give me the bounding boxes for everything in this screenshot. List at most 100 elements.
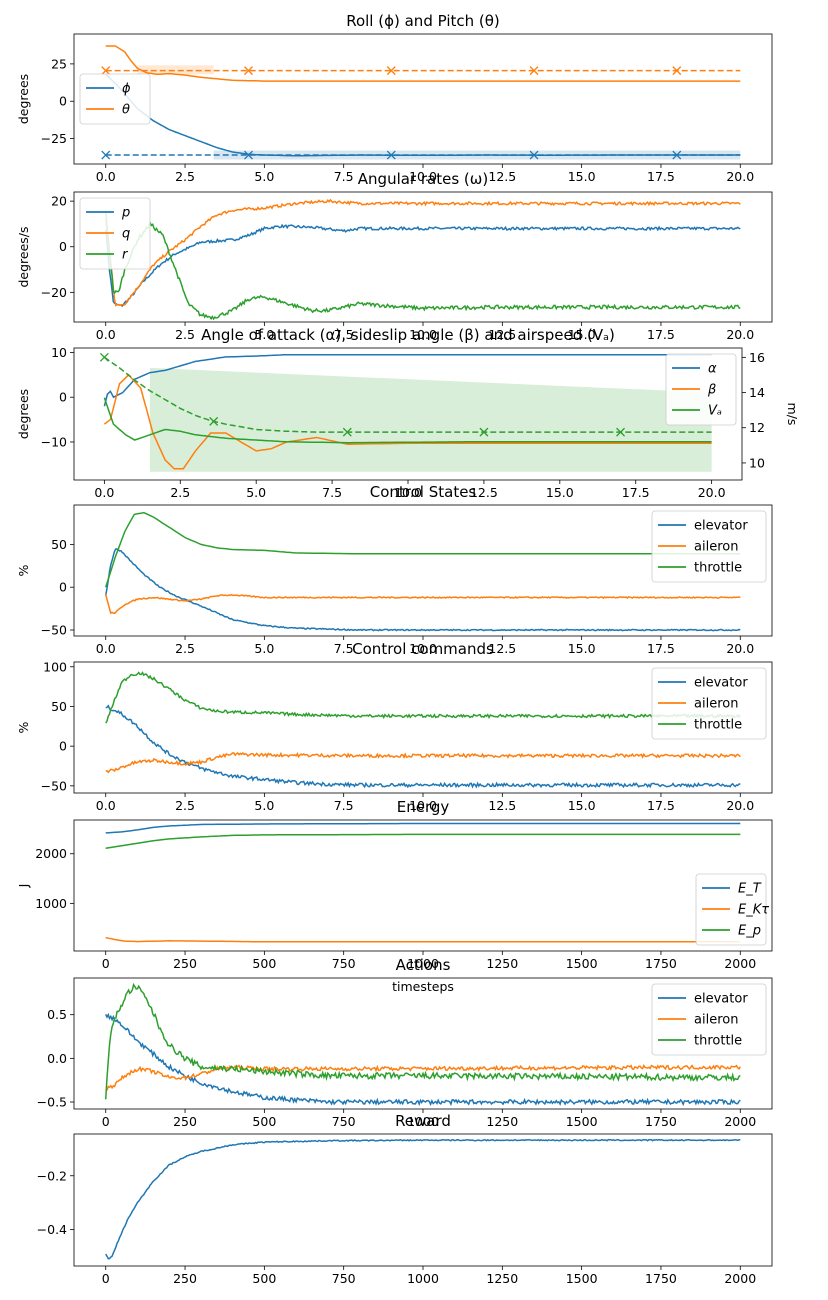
x-tick-label: 17.5 (647, 169, 675, 184)
series-line-ϕ (105, 73, 741, 157)
confidence-band (149, 367, 712, 472)
x-tick-label: 500 (252, 956, 276, 971)
x-tick-label: 2000 (724, 1271, 756, 1286)
y-tick-label: 25 (51, 56, 67, 71)
chart-title: Control States (370, 483, 477, 501)
y-tick-label: 100 (43, 659, 67, 674)
series-line-aileron (104, 593, 741, 615)
reference-marker (99, 352, 109, 362)
x-tick-label: 20.0 (698, 485, 726, 500)
legend-box (651, 983, 767, 1056)
chart-panel-energy: 0 250 500 750 1000 1250 1500 1750 2000 1000 2000 En… (16, 798, 773, 994)
legend-box (665, 353, 737, 426)
x-tick-label: 5.0 (254, 641, 274, 656)
chart-panel-aoa-sideslip-airspeed: 0.0 2.5 5.0 7.5 10.0 12.5 15.0 17.5 20.0 −10 0 10 10… (16, 326, 800, 500)
reference-marker (386, 150, 396, 160)
chart-panel-angular-rates: 0.0 2.5 5.0 7.5 10.0 12.5 15.0 17.5 20.0 −20 0 20 An… (16, 170, 773, 342)
x-tick-label: 10.0 (394, 485, 422, 500)
series-line-E_p (105, 833, 741, 850)
x-tick-label: 15.0 (568, 169, 596, 184)
axes-frame (73, 819, 773, 952)
reference-marker (672, 150, 682, 160)
x-tick-label: 5.0 (254, 169, 274, 184)
x-tick-label: 1500 (566, 1271, 598, 1286)
plot-area (105, 671, 741, 789)
x-tick-label: 10.0 (409, 641, 437, 656)
series-line-throttle (104, 511, 741, 588)
axes-frame (73, 191, 773, 323)
reference-marker (209, 416, 219, 426)
y-tick-label: −50 (41, 623, 67, 638)
plot-area (105, 1138, 741, 1260)
y-tick-label: 50 (51, 537, 67, 552)
plot-area (105, 45, 741, 160)
plot-area (104, 198, 741, 321)
x-tick-label: 0 (102, 1114, 110, 1129)
y-tick-label: 0 (59, 390, 67, 405)
y-axis-label: % (16, 564, 31, 576)
x-tick-label: 1000 (407, 1114, 439, 1129)
y-tick-label: −0.4 (37, 1222, 67, 1237)
x-tick-label: 17.5 (647, 641, 675, 656)
legend-label: β (707, 383, 716, 398)
x-tick-label: 0 (102, 1271, 110, 1286)
chart-title: Roll (ϕ) and Pitch (θ) (346, 12, 500, 30)
y-tick-label-right: 14 (749, 385, 765, 400)
y-tick-label-right: 12 (749, 420, 765, 435)
legend: αβ Vₐ (665, 353, 737, 426)
y-tick-label: 0 (59, 580, 67, 595)
series-line-elevator (104, 548, 741, 632)
x-tick-label: 15.0 (546, 485, 574, 500)
x-tick-label: 750 (332, 956, 356, 971)
y-tick-label: −25 (41, 131, 67, 146)
y-tick-label: 2000 (35, 846, 67, 861)
chart-panel-roll-pitch: 0.0 2.5 5.0 7.5 10.0 12.5 15.0 17.5 20.0 −25 0 25 Ro… (16, 12, 773, 184)
x-tick-label: 10.0 (409, 169, 437, 184)
x-tick-label: 12.5 (470, 485, 498, 500)
x-tick-label: 1000 (407, 1271, 439, 1286)
plot-area (103, 353, 712, 472)
x-tick-label: 20.0 (726, 798, 754, 813)
legend: elevator aileron throttle (651, 667, 767, 740)
x-tick-label: 10.0 (409, 327, 437, 342)
x-tick-label: 20.0 (726, 327, 754, 342)
y-tick-label: 0.0 (47, 1051, 67, 1066)
x-tick-label: 1750 (645, 1271, 677, 1286)
legend-label: aileron (694, 697, 738, 712)
x-tick-label: 1250 (486, 956, 518, 971)
reference-marker (616, 427, 626, 437)
chart-title: Reward (395, 1112, 451, 1130)
series-line-q (104, 198, 741, 307)
legend-label: E_Kτ (738, 903, 769, 918)
series-line-θ (105, 45, 741, 82)
legend-box (695, 873, 767, 946)
series-line-aileron (105, 751, 741, 774)
chart-title: Control commands (352, 640, 494, 658)
legend: elevator aileron throttle (651, 983, 767, 1056)
y-tick-label-right: 10 (749, 455, 765, 470)
x-tick-label: 7.5 (322, 485, 342, 500)
y-tick-label: 0 (59, 239, 67, 254)
y-axis-label: degrees (16, 74, 31, 124)
series-line-0 (105, 1138, 741, 1260)
x-tick-label: 2.5 (175, 169, 195, 184)
y-tick-label: 0.5 (47, 1007, 67, 1022)
x-tick-label: 15.0 (568, 327, 596, 342)
x-tick-label: 5.0 (246, 485, 266, 500)
legend: elevator aileron throttle (651, 510, 767, 583)
legend-box (79, 197, 151, 270)
reference-marker (386, 66, 396, 76)
reference-marker (529, 150, 539, 160)
x-tick-label: 750 (332, 1271, 356, 1286)
legend-box (651, 667, 767, 740)
legend-label: aileron (694, 1013, 738, 1028)
legend-label: E_T (738, 882, 762, 897)
x-tick-label: 2.5 (175, 327, 195, 342)
legend-label: θ (122, 103, 130, 118)
x-tick-label: 7.5 (334, 641, 354, 656)
y-tick-label-right: 16 (749, 350, 765, 365)
x-tick-label: 0 (102, 956, 110, 971)
legend-label: throttle (694, 1034, 742, 1049)
legend-label: q (122, 227, 130, 242)
x-tick-label: 0.0 (94, 485, 114, 500)
